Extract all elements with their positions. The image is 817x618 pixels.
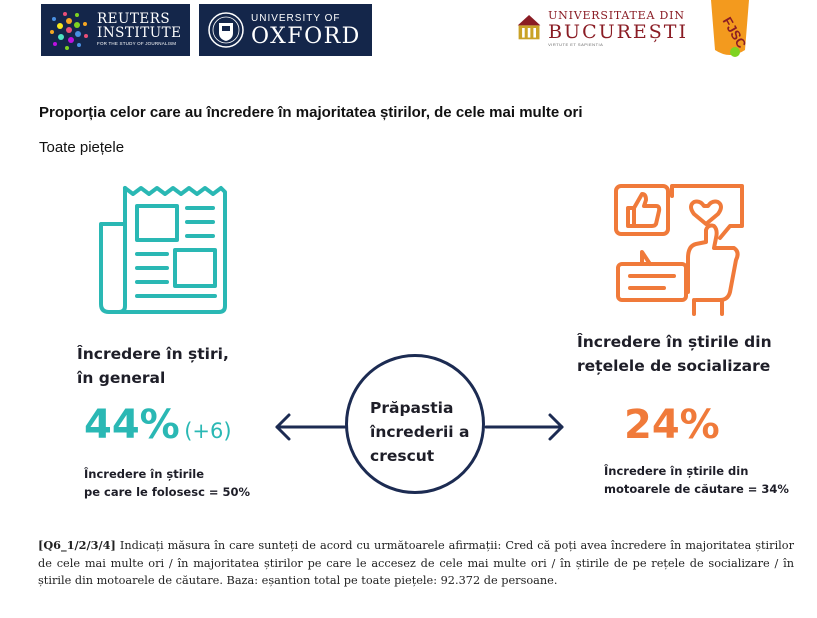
right-heading: Încredere în știrile din rețelele de soc… — [577, 330, 772, 378]
ub-line2: BUCUREȘTI — [548, 20, 688, 43]
left-heading: Încredere în știri, în general — [77, 342, 229, 390]
trust-gap-line3: crescut — [370, 447, 435, 465]
page-subtitle: Toate piețele — [39, 139, 125, 156]
left-heading-line1: Încredere în știri, — [77, 345, 229, 363]
ub-motto: VIRTUTE ET SAPIENTIA — [548, 42, 604, 48]
university-bucharest-logo: UNIVERSITATEA DIN BUCUREȘTI VIRTUTE ET S… — [516, 5, 688, 51]
trust-gap-circle — [345, 354, 485, 494]
right-heading-line2: rețelele de socializare — [577, 357, 771, 375]
oxford-crest-icon — [208, 12, 244, 48]
ub-seal-icon — [517, 14, 541, 40]
newspaper-icon — [99, 186, 227, 314]
reuters-institute-logo: REUTERS INSTITUTE FOR THE STUDY OF JOURN… — [41, 4, 190, 56]
oxford-logo: UNIVERSITY OF OXFORD — [199, 4, 372, 56]
footnote-code: [Q6_1/2/3/4] — [38, 538, 116, 552]
trust-gap-text: Prăpastia încrederii a crescut — [370, 396, 469, 468]
reuters-line1: REUTERS — [97, 10, 171, 27]
right-note-line1: Încredere în știrile din — [604, 464, 749, 478]
trust-gap-line2: încrederii a — [370, 423, 470, 441]
right-value-group: 24% — [624, 402, 720, 448]
left-note-line1: Încredere în știrile — [84, 467, 205, 481]
trust-general-delta: (+6) — [184, 419, 232, 443]
trust-general-value: 44% — [84, 402, 180, 448]
arrow-left-icon — [275, 413, 347, 441]
left-heading-line2: în general — [77, 369, 166, 387]
reuters-tagline: FOR THE STUDY OF JOURNALISM — [97, 41, 177, 47]
left-value-group: 44% (+6) — [84, 402, 232, 448]
ub-line1: UNIVERSITATEA DIN — [548, 8, 685, 22]
right-heading-line1: Încredere în știrile din — [577, 333, 772, 351]
arrow-right-icon — [484, 413, 564, 441]
fjsc-logo: FJSC — [711, 0, 750, 57]
trust-gap-line1: Prăpastia — [370, 399, 454, 417]
right-note: Încredere în știrile din motoarele de că… — [604, 462, 789, 498]
reuters-line2: INSTITUTE — [97, 24, 182, 41]
footnote: [Q6_1/2/3/4] Indicați măsura în care sun… — [38, 537, 794, 590]
reuters-dots-icon — [50, 12, 88, 50]
trust-social-value: 24% — [624, 402, 720, 448]
social-media-icon — [614, 184, 744, 316]
footnote-text: Indicați măsura în care sunteți de acord… — [38, 539, 794, 587]
page-title: Proporția celor care au încredere în maj… — [39, 104, 583, 121]
oxford-line2: OXFORD — [251, 23, 361, 49]
left-note: Încredere în știrile pe care le folosesc… — [84, 465, 250, 501]
oxford-line1: UNIVERSITY OF — [251, 12, 341, 24]
right-note-line2: motoarele de căutare = 34% — [604, 482, 789, 496]
left-note-line2: pe care le folosesc = 50% — [84, 485, 251, 499]
